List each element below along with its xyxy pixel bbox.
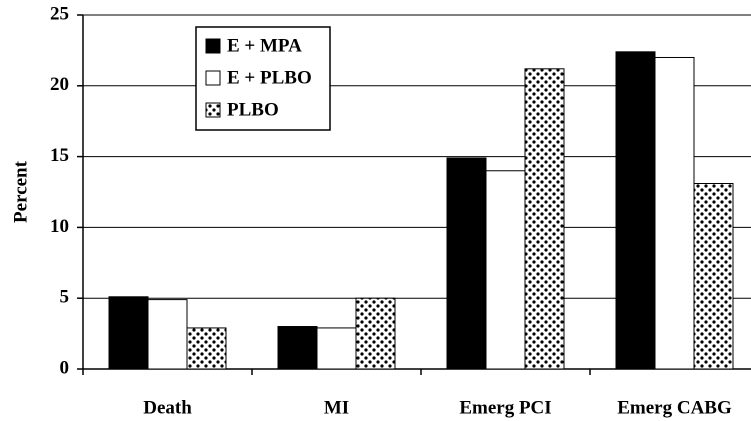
x-tick-label: Emerg PCI (459, 397, 551, 418)
y-tick-label: 20 (50, 74, 69, 95)
bar (355, 297, 396, 370)
bar (654, 56, 695, 370)
bar (615, 51, 656, 370)
y-tick-label: 10 (50, 216, 69, 237)
legend-label: E + MPA (227, 35, 302, 56)
bar (147, 299, 188, 370)
y-tick-label: 0 (60, 357, 70, 378)
x-tick-label: Emerg CABG (617, 397, 732, 418)
bar (446, 157, 487, 370)
legend-marker (205, 38, 221, 54)
legend-label: E + PLBO (227, 67, 312, 88)
bar (693, 183, 734, 370)
y-tick-label: 5 (60, 287, 70, 308)
y-axis-label: Percent (10, 160, 31, 223)
y-tick-label: 25 (50, 3, 69, 24)
legend: E + MPA E + PLBO PLBO (195, 26, 331, 131)
legend-marker (205, 102, 221, 118)
legend-label: PLBO (227, 99, 279, 120)
bar (485, 170, 526, 370)
bar (108, 296, 149, 370)
y-tick-label: 15 (50, 145, 69, 166)
x-tick-label: Death (143, 397, 192, 418)
x-tick-label: MI (324, 397, 349, 418)
bar (277, 326, 318, 370)
legend-marker (205, 70, 221, 86)
bar (186, 327, 227, 370)
bar (316, 327, 357, 370)
bar (524, 68, 565, 370)
